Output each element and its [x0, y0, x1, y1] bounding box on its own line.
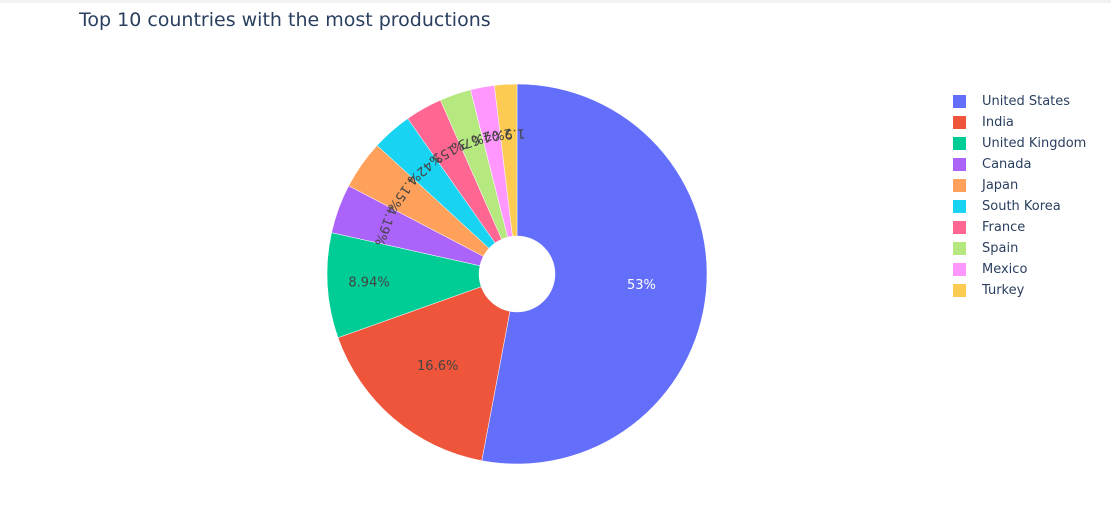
slice-united-states[interactable] — [481, 83, 708, 465]
legend-label: Mexico — [982, 262, 1028, 277]
legend-swatch — [953, 200, 966, 213]
legend-label: France — [982, 220, 1026, 235]
chart-title: Top 10 countries with the most productio… — [79, 9, 491, 31]
legend-label: India — [982, 115, 1014, 130]
legend-swatch — [953, 221, 966, 234]
legend-label: Turkey — [982, 283, 1025, 298]
slice-label-united-states: 53% — [627, 278, 656, 293]
legend-item-india[interactable]: India — [953, 112, 1086, 133]
slice-label-turkey: 1.9% — [492, 125, 526, 142]
slice-india[interactable] — [337, 286, 511, 461]
legend-label: United Kingdom — [982, 136, 1087, 151]
legend-swatch — [953, 242, 966, 255]
legend-swatch — [953, 179, 966, 192]
legend-label: Canada — [982, 157, 1032, 172]
legend-item-united-kingdom[interactable]: United Kingdom — [953, 133, 1086, 154]
slice-united-kingdom[interactable] — [326, 232, 482, 339]
legend-swatch — [953, 95, 966, 108]
legend-item-france[interactable]: France — [953, 217, 1086, 238]
legend-label: United States — [982, 94, 1071, 109]
legend-item-spain[interactable]: Spain — [953, 238, 1086, 259]
legend-item-japan[interactable]: Japan — [953, 175, 1086, 196]
top-border — [0, 0, 1111, 3]
legend-item-turkey[interactable]: Turkey — [953, 280, 1086, 301]
legend-item-mexico[interactable]: Mexico — [953, 259, 1086, 280]
slice-label-united-kingdom: 8.94% — [348, 276, 389, 291]
legend-swatch — [953, 263, 966, 276]
legend-item-canada[interactable]: Canada — [953, 154, 1086, 175]
slice-label-india: 16.6% — [417, 359, 458, 374]
legend-swatch — [953, 137, 966, 150]
legend-label: Spain — [982, 241, 1019, 256]
legend-label: Japan — [982, 178, 1019, 193]
legend-swatch — [953, 158, 966, 171]
slice-turkey[interactable] — [494, 83, 518, 237]
legend-swatch — [953, 284, 966, 297]
slice-label-mexico: 2.04% — [470, 125, 513, 147]
legend-item-united-states[interactable]: United States — [953, 91, 1086, 112]
legend: United States India United Kingdom Canada Ja… — [953, 91, 1086, 301]
legend-item-south-korea[interactable]: South Korea — [953, 196, 1086, 217]
legend-label: South Korea — [982, 199, 1061, 214]
legend-swatch — [953, 116, 966, 129]
